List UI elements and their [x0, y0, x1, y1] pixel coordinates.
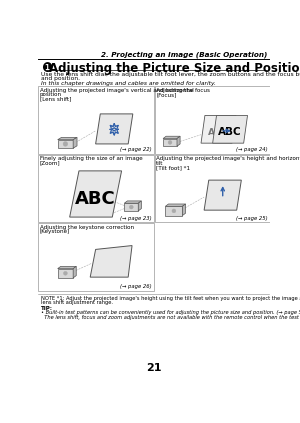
Text: and position.: and position. — [40, 76, 80, 81]
Text: (→ page 23): (→ page 23) — [120, 216, 152, 221]
Text: ABC: ABC — [208, 128, 228, 137]
Polygon shape — [201, 115, 236, 143]
Text: tilt: tilt — [156, 161, 164, 166]
Text: ❶: ❶ — [40, 61, 52, 74]
Polygon shape — [96, 114, 133, 144]
Text: 21: 21 — [146, 363, 161, 373]
Text: Adjusting the Picture Size and Position: Adjusting the Picture Size and Position — [49, 61, 300, 74]
Circle shape — [64, 272, 67, 275]
Text: (→ page 24): (→ page 24) — [236, 147, 268, 152]
Text: The lens shift, focus and zoom adjustments are not available with the remote con: The lens shift, focus and zoom adjustmen… — [40, 315, 300, 320]
Text: Adjusting the projected image's vertical and horizontal: Adjusting the projected image's vertical… — [40, 88, 194, 93]
Polygon shape — [73, 137, 77, 148]
Polygon shape — [58, 140, 73, 148]
Circle shape — [63, 142, 68, 146]
Bar — [154, 155, 270, 222]
Polygon shape — [163, 136, 180, 139]
Bar — [154, 86, 270, 154]
Text: ABC: ABC — [218, 127, 242, 137]
Text: Adjusting the projected image's height and horizontal: Adjusting the projected image's height a… — [156, 156, 300, 161]
Polygon shape — [138, 201, 141, 211]
Text: ABC: ABC — [74, 190, 115, 209]
Polygon shape — [165, 206, 182, 216]
Text: Finely adjusting the size of an image: Finely adjusting the size of an image — [40, 156, 142, 161]
Polygon shape — [58, 269, 73, 278]
Polygon shape — [58, 266, 76, 269]
Bar — [38, 86, 154, 154]
Circle shape — [168, 140, 172, 144]
Text: • Built-in test patterns can be conveniently used for adjusting the picture size: • Built-in test patterns can be convenie… — [40, 310, 300, 315]
Polygon shape — [124, 201, 141, 203]
Bar — [38, 155, 154, 222]
Text: (→ page 26): (→ page 26) — [120, 284, 152, 289]
Text: (→ page 25): (→ page 25) — [236, 216, 268, 221]
Text: In this chapter drawings and cables are omitted for clarity.: In this chapter drawings and cables are … — [40, 81, 215, 86]
Bar — [38, 223, 154, 291]
Polygon shape — [182, 204, 185, 216]
Text: (→ page 22): (→ page 22) — [120, 147, 152, 152]
Text: NOTE *1: Adjust the projected image's height using the tilt feet when you want t: NOTE *1: Adjust the projected image's he… — [40, 296, 300, 301]
Text: [Tilt foot] *1: [Tilt foot] *1 — [156, 165, 190, 170]
Polygon shape — [204, 180, 241, 210]
Text: [Keystone]: [Keystone] — [40, 229, 70, 234]
Polygon shape — [73, 266, 76, 278]
Text: TIP:: TIP: — [40, 306, 52, 310]
Polygon shape — [177, 136, 180, 146]
Text: [Zoom]: [Zoom] — [40, 161, 61, 166]
Polygon shape — [165, 204, 185, 206]
Text: Adjusting the keystone correction: Adjusting the keystone correction — [40, 225, 134, 230]
Circle shape — [129, 205, 133, 209]
Text: [Focus]: [Focus] — [156, 92, 176, 97]
Text: Adjusting the focus: Adjusting the focus — [156, 88, 210, 93]
Polygon shape — [124, 203, 138, 211]
Polygon shape — [163, 139, 177, 146]
Text: lens shift adjustment range.: lens shift adjustment range. — [40, 300, 112, 305]
Polygon shape — [70, 171, 122, 217]
Polygon shape — [58, 137, 77, 140]
Polygon shape — [90, 246, 132, 277]
Circle shape — [172, 209, 176, 213]
Polygon shape — [213, 115, 248, 143]
Text: [Lens shift]: [Lens shift] — [40, 96, 71, 102]
Text: 2. Projecting an Image (Basic Operation): 2. Projecting an Image (Basic Operation) — [101, 52, 268, 58]
Text: Use the lens shift dial, the adjustable tilt foot lever, the zoom buttons and th: Use the lens shift dial, the adjustable … — [40, 71, 300, 77]
Text: position: position — [40, 92, 62, 97]
